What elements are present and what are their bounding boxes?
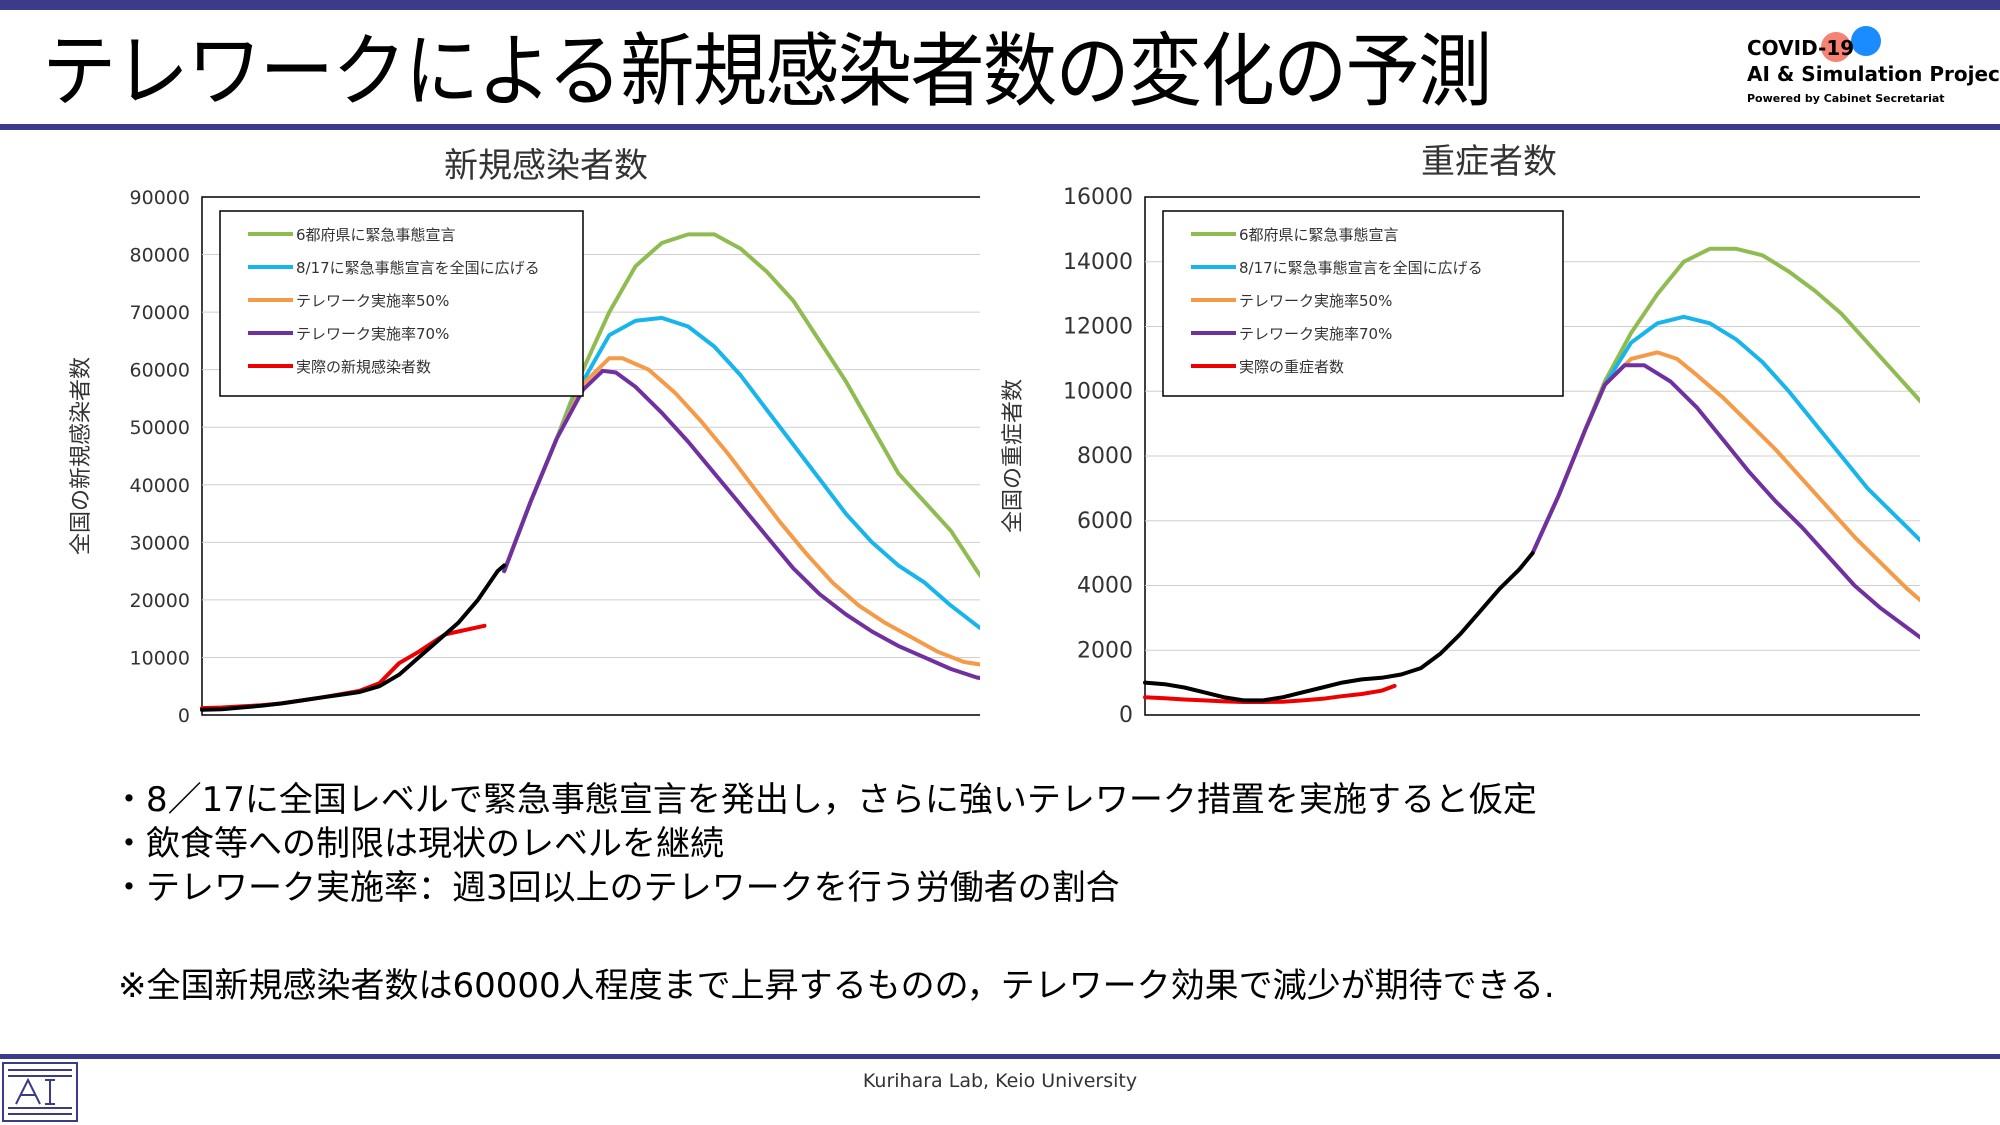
bullet-item: ・テレワーク実施率：週3回以上のテレワークを行う労働者の割合 [112,868,1120,908]
legend-label: テレワーク実施率50% [296,292,449,310]
page-title: テレワークによる新規感染者数の変化の予測 [42,25,1492,118]
series-line-green [502,232,1012,620]
title-divider [0,124,2000,130]
series-line-purple [1530,363,1955,659]
y-tick-label: 0 [1119,703,1133,728]
logo-blue-dot [1851,26,1881,56]
legend-label: テレワーク実施率70% [1239,325,1392,343]
chart-title: 新規感染者数 [444,146,648,186]
ai-lab-logo-icon [2,1062,78,1122]
series-line-purple [502,368,1012,684]
legend-label: 8/17に緊急事態宣言を全国に広げる [296,259,540,277]
y-axis-label: 全国の新規感染者数 [69,357,94,555]
y-tick-label: 40000 [130,475,190,497]
bullet-list: ・8／17に全国レベルで緊急事態宣言を発出し，さらに強いテレワーク措置を実施する… [112,778,1537,910]
y-tick-label: 70000 [130,302,190,324]
y-tick-label: 2000 [1077,638,1133,663]
legend-label: 8/17に緊急事態宣言を全国に広げる [1239,259,1483,277]
chart-severe-cases: 02000400060008000100001200014000160007/1… [990,135,1955,763]
y-axis-label: 全国の重症者数 [1001,379,1026,533]
y-tick-label: 14000 [1063,250,1133,275]
y-tick-label: 20000 [130,590,190,612]
series-line-red [1143,683,1397,704]
bullet-item: ・飲食等への制限は現状のレベルを継続 [112,824,724,864]
y-tick-label: 10000 [1063,379,1133,404]
y-tick-label: 16000 [1063,185,1133,210]
logo-line1: COVID-19 [1747,36,1855,60]
legend-label: 実際の重症者数 [1239,358,1344,376]
series-line-black [200,563,507,712]
logo-line2: AI & Simulation Project [1747,62,2000,86]
chart-new-infections: 0 10000 20000 30000 40000 50000 60000 70000 8000… [50,135,1012,763]
chart-title: 重症者数 [1421,142,1557,182]
logo-red-dot [1821,32,1851,62]
logo-line3: Powered by Cabinet Secretariat [1747,92,1945,105]
legend-label: 実際の新規感染者数 [296,358,431,376]
y-tick-label: 80000 [130,245,190,267]
footer-divider [0,1054,2000,1059]
y-tick-label: 12000 [1063,315,1133,340]
chart-new-infections-svg: 0 10000 20000 30000 40000 50000 60000 70000 8000… [69,146,1012,763]
legend-label: 6都府県に緊急事態宣言 [296,226,456,244]
conclusion-note: ※全国新規感染者数は60000人程度まで上昇するものの，テレワーク効果で減少が期… [118,966,1555,1006]
top-accent-bar [0,0,2000,10]
covid-ai-logo: COVID-19 AI & Simulation Project Powered… [1745,26,2000,116]
y-tick-label: 0 [178,705,190,727]
series-line-blue [502,315,1012,651]
y-tick-label: 50000 [130,417,190,439]
series-line-black [1143,551,1535,703]
y-tick-label: 90000 [130,187,190,209]
legend-label: 6都府県に緊急事態宣言 [1239,226,1399,244]
legend-label: テレワーク実施率70% [296,325,449,343]
chart-severe-cases-svg: 02000400060008000100001200014000160007/1… [1001,142,1955,763]
y-tick-label: 6000 [1077,509,1133,534]
y-tick-label: 30000 [130,532,190,554]
legend-label: テレワーク実施率50% [1239,292,1392,310]
bullet-item: ・8／17に全国レベルで緊急事態宣言を発出し，さらに強いテレワーク措置を実施する… [112,780,1537,820]
y-tick-label: 60000 [130,360,190,382]
series-line-orange [502,356,1012,671]
footer-credit: Kurihara Lab, Keio University [862,1070,1138,1092]
y-tick-label: 4000 [1077,574,1133,599]
y-tick-label: 10000 [130,647,190,669]
y-tick-label: 8000 [1077,444,1133,469]
